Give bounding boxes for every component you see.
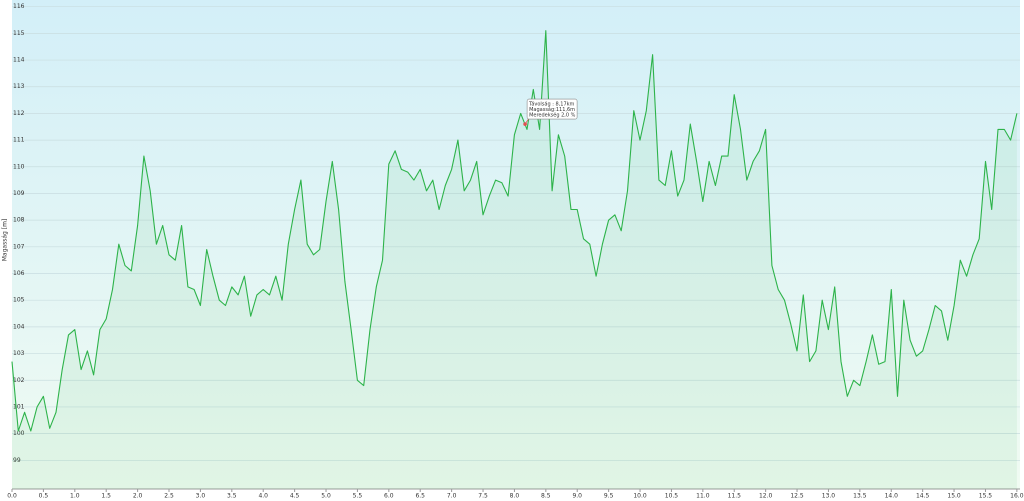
y-tick-label: 99 [13,457,21,464]
x-tick-label: 15.5 [979,493,993,500]
x-tick-label: 8.0 [510,493,520,500]
y-tick-label: 115 [13,30,25,37]
x-tick-label: 13.0 [822,493,836,500]
x-tick-label: 4.5 [290,493,300,500]
x-tick-label: 9.5 [604,493,614,500]
x-tick-label: 0.5 [39,493,49,500]
y-tick-label: 108 [13,217,25,224]
x-tick-label: 15.0 [947,493,961,500]
line [11,30,1018,432]
tooltip-text: Távolság : 8,17km [528,101,574,108]
x-tick-label: 1.0 [70,493,80,500]
x-tick-label: 14.0 [885,493,899,500]
x-tick-label: 4.0 [258,493,268,500]
x-tick-label: 13.5 [853,493,867,500]
x-tick-label: 3.5 [227,493,237,500]
tooltip [526,98,578,120]
x-tick-label: 10.5 [665,493,679,500]
plot-background [12,0,1020,489]
x-tick-label: 2.5 [164,493,174,500]
y-tick-label: 107 [13,243,25,250]
tooltip-text: Meredekség 2,0 % [529,112,576,119]
x-tick-label: 6.5 [415,493,425,500]
x-tick-label: 14.5 [916,493,930,500]
y-tick-label: 103 [13,350,25,357]
y-tick-label: 112 [13,110,25,117]
x-tick-label: 1.5 [101,493,111,500]
x-tick-label: 11.0 [696,493,710,500]
y-tick-label: 102 [13,377,25,384]
x-tick-label: 10.0 [633,493,647,500]
tooltip-text: Magasság:111,6m [529,106,575,113]
y-axis-label: Magasság [m] [2,219,9,262]
y-tick-label: 116 [13,3,25,10]
y-tick-label: 113 [13,83,25,90]
x-tick-label: 5.0 [321,493,331,500]
x-tick-label: 0.0 [7,493,17,500]
x-tick-label: 16.0 [1010,493,1024,500]
y-tick-label: 110 [13,163,25,170]
area [12,30,1017,489]
x-tick-label: 12.5 [790,493,804,500]
y-tick-label: 104 [13,323,25,330]
y-tick-label: 111 [13,137,25,144]
x-tick-label: 9.0 [572,493,582,500]
x-tick-label: 8.5 [541,493,551,500]
x-tick-label: 2.0 [133,493,143,500]
x-tick-label: 6.0 [384,493,394,500]
x-tick-label: 11.5 [728,493,742,500]
x-tick-label: 3.0 [196,493,206,500]
x-tick-label: 5.5 [353,493,363,500]
y-tick-label: 106 [13,270,25,277]
x-tick-label: 12.0 [759,493,773,500]
y-tick-label: 114 [13,57,25,64]
y-tick-label: 101 [13,403,25,410]
x-tick-label: 7.0 [447,493,457,500]
y-tick-label: 109 [13,190,25,197]
y-tick-label: 105 [13,297,25,304]
x-tick-label: 7.5 [478,493,488,500]
y-tick-label: 100 [13,430,25,437]
